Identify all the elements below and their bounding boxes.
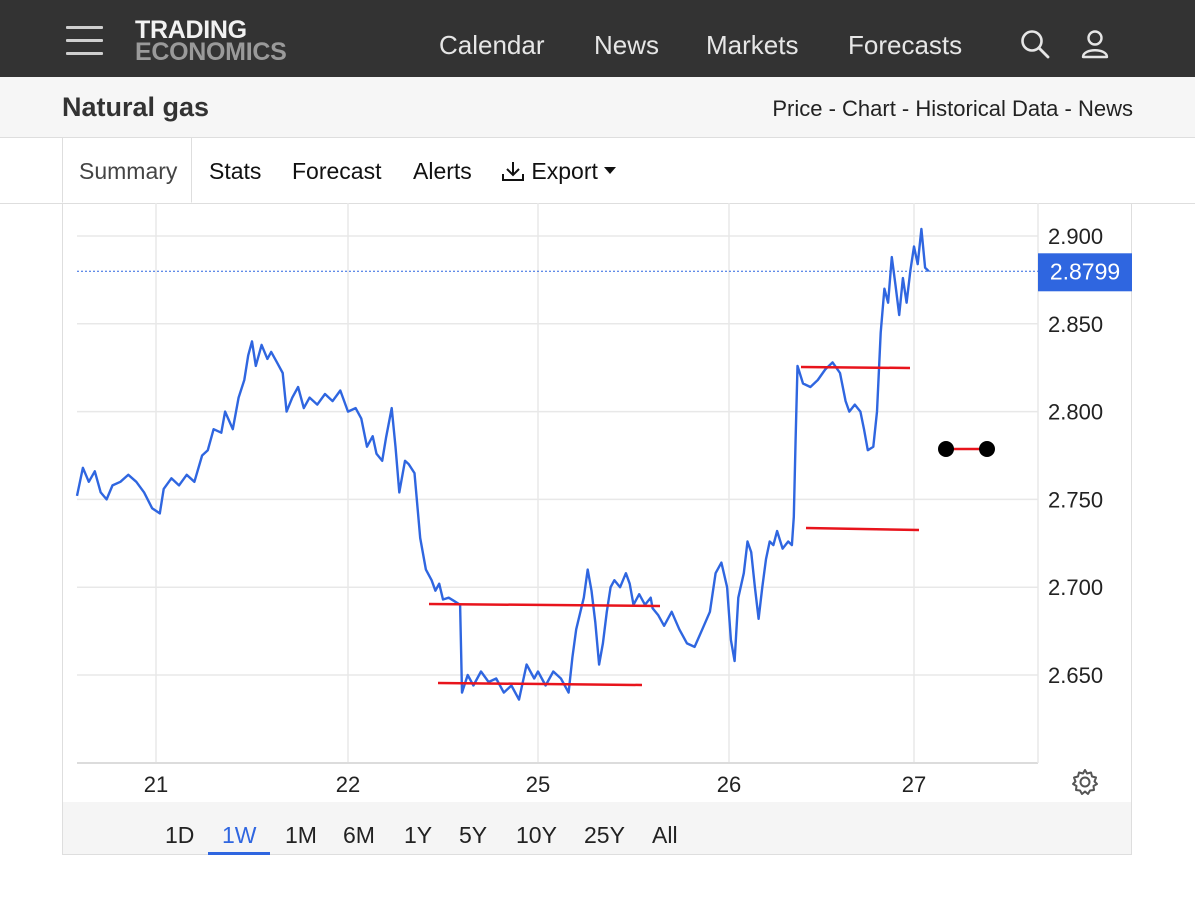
link-separator: -: [1058, 96, 1078, 121]
link-separator: -: [895, 96, 916, 121]
top-navigation-bar: TRADING ECONOMICS Calendar News Markets …: [0, 0, 1195, 77]
export-label: Export: [531, 158, 598, 184]
x-tick-label: 21: [144, 772, 168, 797]
link-historical-data[interactable]: Historical Data: [915, 96, 1059, 121]
link-separator: -: [822, 96, 843, 121]
range-5y[interactable]: 5Y: [459, 822, 488, 848]
x-tick-label: 27: [902, 772, 926, 797]
range-1y[interactable]: 1Y: [404, 822, 433, 848]
x-tick-label: 26: [717, 772, 741, 797]
annotation-line: [437, 681, 643, 687]
annotation-lines: [428, 365, 995, 687]
trading-economics-logo[interactable]: TRADING ECONOMICS: [135, 16, 287, 66]
instrument-header: Natural gas Price - Chart - Historical D…: [0, 77, 1195, 138]
tab-summary[interactable]: Summary: [62, 138, 192, 203]
annotation-line: [800, 365, 911, 370]
nav-news[interactable]: News: [594, 30, 660, 60]
logo-line-1: TRADING: [135, 16, 247, 44]
caret-down-icon: [604, 167, 617, 174]
tab-forecast[interactable]: Forecast: [292, 158, 382, 184]
range-all[interactable]: All: [652, 822, 678, 848]
search-icon[interactable]: [1020, 29, 1050, 64]
download-icon: [502, 162, 524, 181]
range-1w[interactable]: 1W: [222, 822, 257, 848]
user-icon[interactable]: [1081, 29, 1109, 64]
x-axis-labels: 21 22 25 26 27: [144, 772, 926, 797]
chart-container: [62, 203, 1132, 855]
active-range-indicator: [208, 852, 270, 855]
annotation-line: [805, 526, 920, 532]
link-price[interactable]: Price: [772, 96, 823, 121]
current-price-badge: 2.8799: [1038, 253, 1132, 292]
price-series-line: [75, 227, 930, 701]
y-axis-labels: 2.650 2.700 2.750 2.800 2.850 2.900: [1048, 224, 1103, 688]
instrument-links: Price - Chart - Historical Data - News: [772, 96, 1133, 122]
logo-line-2: ECONOMICS: [135, 38, 287, 66]
current-price-label: 2.8799: [1050, 258, 1120, 284]
tab-stats[interactable]: Stats: [209, 158, 262, 184]
range-10y[interactable]: 10Y: [516, 822, 557, 848]
y-tick-label: 2.700: [1048, 575, 1103, 600]
y-tick-label: 2.750: [1048, 487, 1103, 512]
chart-tabs: Summary Stats Forecast Alerts Export: [0, 138, 1195, 204]
range-1d[interactable]: 1D: [165, 822, 195, 848]
export-dropdown[interactable]: Export: [501, 158, 617, 185]
y-tick-label: 2.900: [1048, 224, 1103, 249]
y-tick-label: 2.850: [1048, 312, 1103, 337]
chart-grid: [77, 203, 1039, 764]
range-6m[interactable]: 6M: [343, 822, 375, 848]
y-tick-label: 2.800: [1048, 400, 1103, 425]
link-news[interactable]: News: [1077, 96, 1133, 121]
time-range-selector: [63, 802, 1131, 854]
link-chart[interactable]: Chart: [842, 96, 896, 121]
annotation-handle[interactable]: [938, 441, 954, 457]
y-tick-label: 2.650: [1048, 663, 1103, 688]
menu-icon[interactable]: [66, 26, 104, 56]
x-tick-label: 22: [336, 772, 360, 797]
page-title: Natural gas: [62, 92, 210, 122]
nav-forecasts[interactable]: Forecasts: [848, 30, 963, 60]
chart-settings-gear-icon[interactable]: [1071, 768, 1099, 801]
range-1m[interactable]: 1M: [285, 822, 317, 848]
x-tick-label: 25: [526, 772, 550, 797]
nav-calendar[interactable]: Calendar: [439, 30, 545, 60]
annotation-line: [428, 602, 661, 608]
tab-summary-label: Summary: [79, 158, 178, 184]
nav-markets[interactable]: Markets: [706, 30, 799, 60]
range-25y[interactable]: 25Y: [584, 822, 625, 848]
tab-alerts[interactable]: Alerts: [413, 158, 472, 184]
annotation-handle[interactable]: [979, 441, 995, 457]
